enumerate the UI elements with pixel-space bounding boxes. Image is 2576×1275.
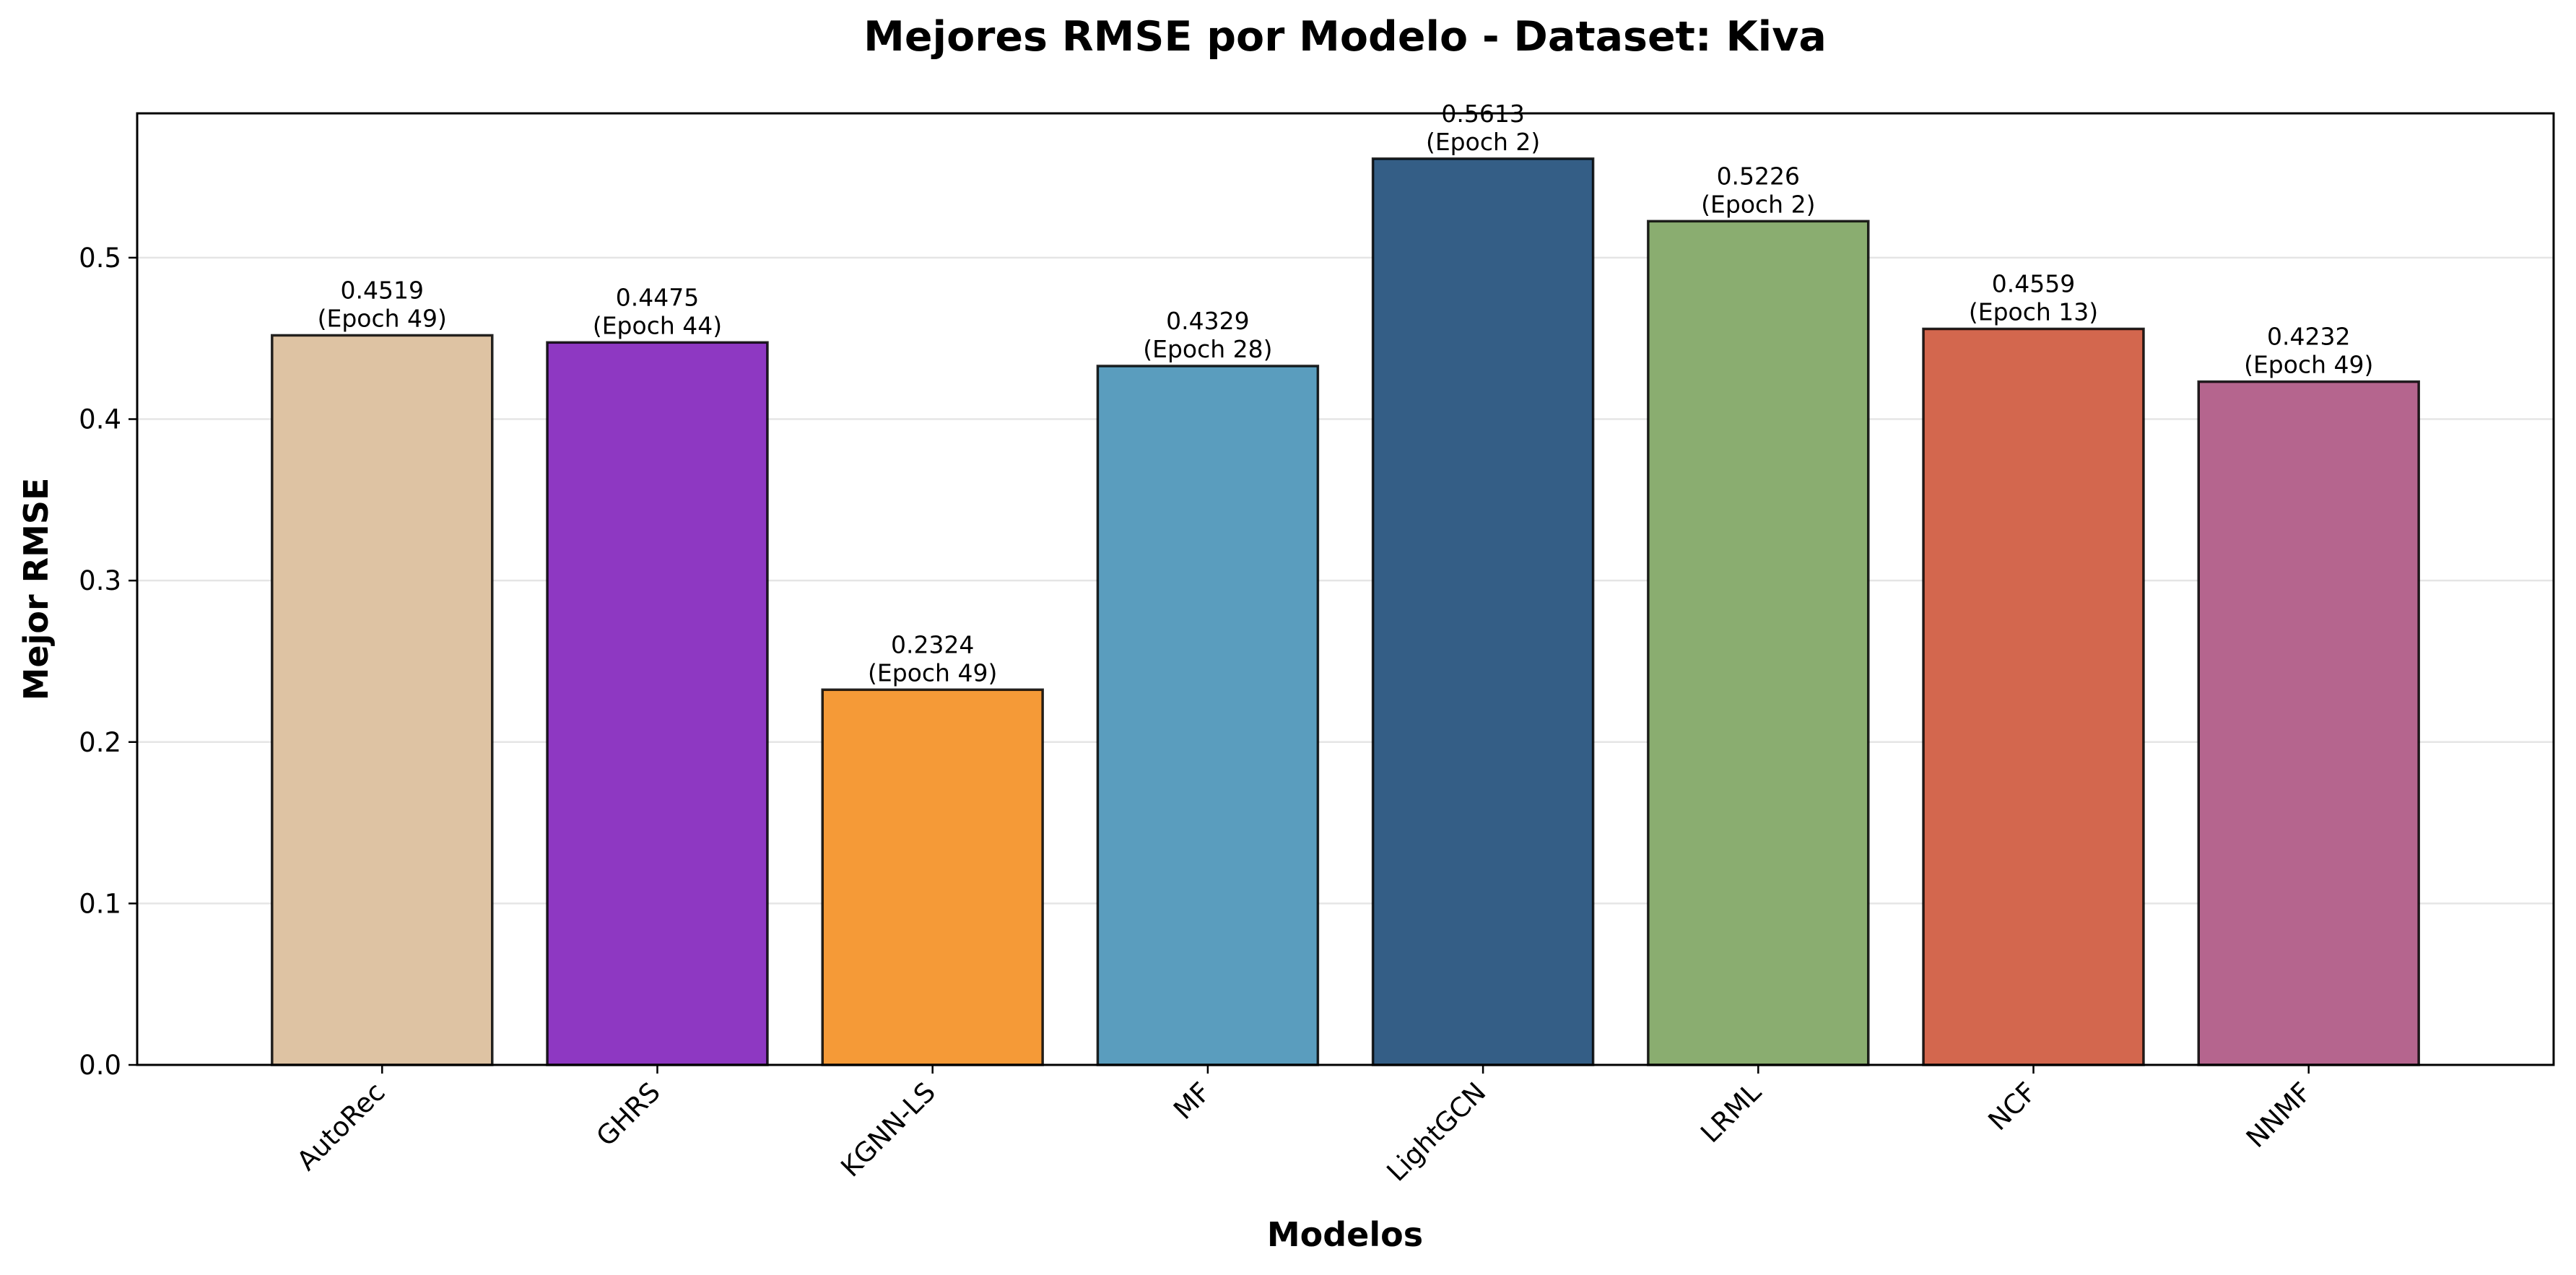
x-axis-label: Modelos (1267, 1215, 1423, 1254)
bar-epoch-label: (Epoch 2) (1426, 128, 1540, 156)
y-tick-label: 0.3 (79, 565, 121, 596)
bar-ncf (1922, 327, 2145, 1066)
bar-lrml (1647, 219, 1870, 1066)
y-axis-ticks: 0.0 0.1 0.2 0.3 0.4 0.5 (79, 243, 137, 1081)
plot-frame (136, 112, 2555, 1066)
bar-lightgcn (1371, 157, 1595, 1066)
bar-epoch-label: (Epoch 49) (868, 658, 997, 687)
bar-epoch-label: (Epoch 49) (318, 304, 447, 332)
bar-epoch-label: (Epoch 13) (1969, 298, 2098, 326)
bar-kgnn-ls (821, 688, 1044, 1066)
bar-value-label: 0.4475 (616, 283, 699, 311)
bar-ghrs (546, 341, 769, 1066)
y-tick-label: 0.4 (79, 404, 121, 435)
bar-value-label: 0.4329 (1166, 307, 1249, 335)
bar-epoch-label: (Epoch 44) (593, 311, 722, 339)
bar-nnmf (2197, 380, 2420, 1066)
y-tick-label: 0.0 (79, 1050, 121, 1081)
y-tick-label: 0.2 (79, 727, 121, 758)
y-tick-label: 0.1 (79, 888, 121, 919)
bar-value-label: 0.4559 (1992, 270, 2075, 298)
bar-epoch-label: (Epoch 49) (2244, 351, 2373, 379)
bar-value-label: 0.2324 (891, 630, 974, 658)
bar-mf (1096, 365, 1320, 1066)
bar-value-label: 0.4519 (341, 276, 424, 304)
bars (271, 157, 2420, 1066)
bar-epoch-label: (Epoch 28) (1143, 335, 1272, 363)
bar-epoch-label: (Epoch 2) (1701, 190, 1815, 218)
y-axis-label: Mejor RMSE (17, 478, 56, 701)
chart-title: Mejores RMSE por Modelo - Dataset: Kiva (863, 13, 1827, 61)
bar-autorec (271, 334, 494, 1066)
y-tick-label: 0.5 (79, 243, 121, 274)
bar-value-label: 0.5226 (1717, 162, 1800, 190)
bar-value-label: 0.4232 (2267, 323, 2350, 351)
